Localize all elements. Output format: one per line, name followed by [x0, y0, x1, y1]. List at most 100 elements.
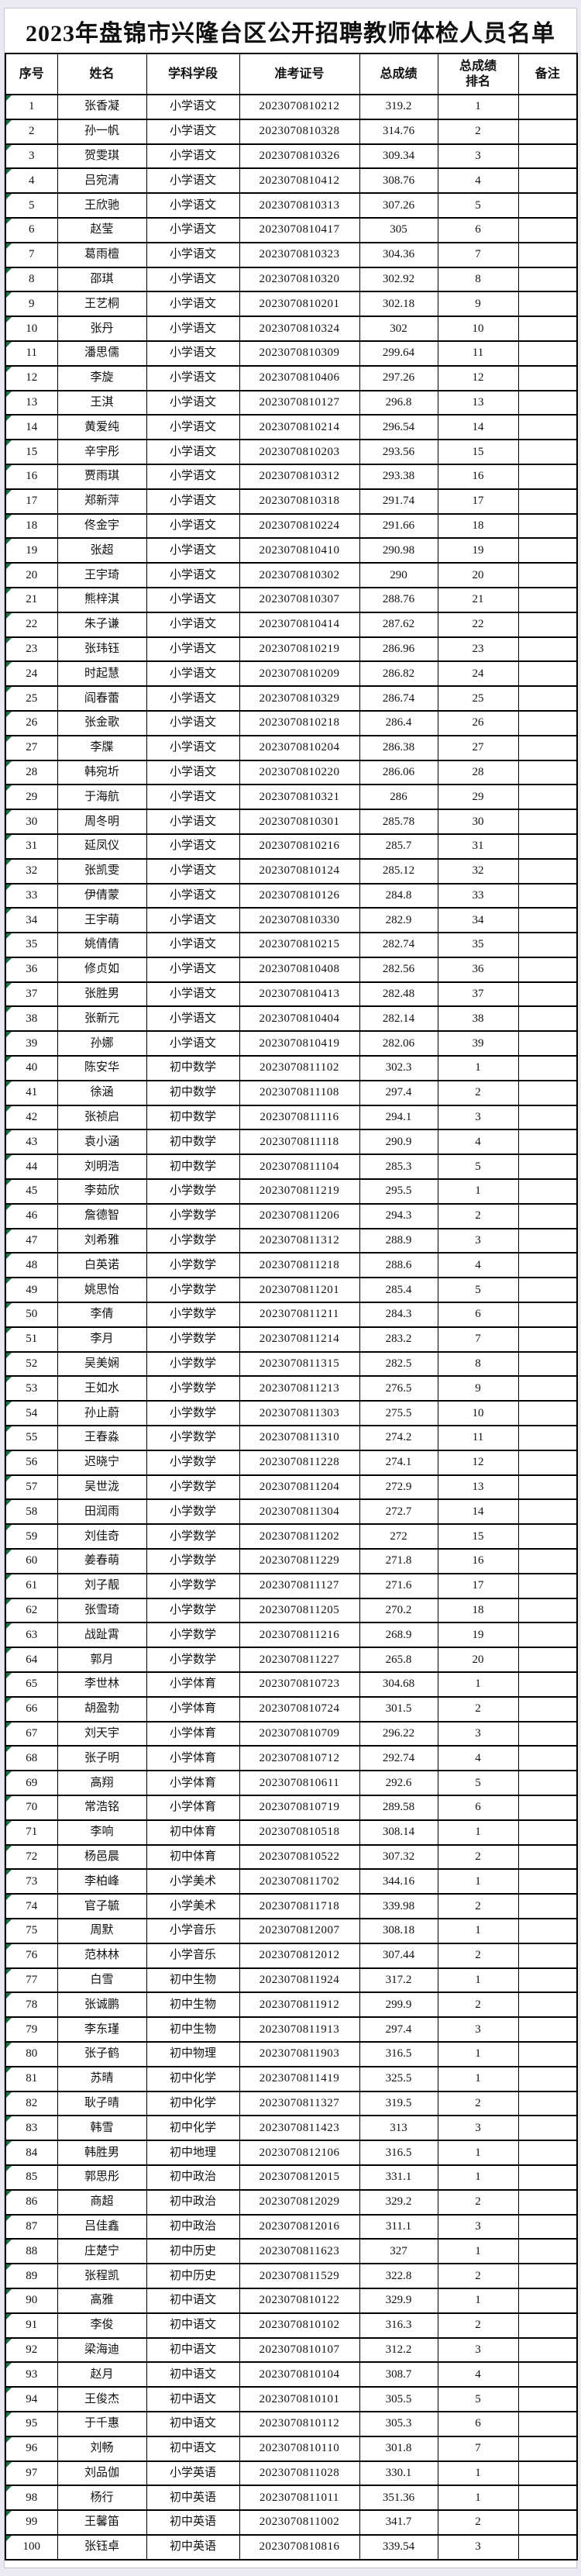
score-cell[interactable]: 330.1	[359, 2460, 438, 2487]
score-cell[interactable]: 285.4	[359, 1277, 438, 1304]
exam-number-cell[interactable]: 2023070810309	[239, 340, 360, 367]
score-cell[interactable]: 285.12	[359, 857, 438, 885]
remark-cell[interactable]	[517, 1991, 578, 2019]
rank-cell[interactable]: 3	[437, 2533, 519, 2560]
exam-number-cell[interactable]: 2023070810126	[239, 882, 360, 909]
subject-cell[interactable]: 小学数学	[146, 1548, 240, 1574]
subject-cell[interactable]: 初中地理	[146, 2140, 240, 2166]
remark-cell[interactable]	[517, 1720, 578, 1747]
index-cell[interactable]: 83	[5, 2115, 58, 2142]
subject-cell[interactable]: 小学语文	[146, 118, 240, 145]
remark-cell[interactable]	[517, 1572, 578, 1599]
remark-cell[interactable]	[517, 2361, 578, 2388]
index-cell[interactable]: 29	[5, 784, 58, 811]
remark-cell[interactable]	[517, 2312, 578, 2339]
score-cell[interactable]: 339.98	[359, 1893, 438, 1919]
exam-number-cell[interactable]: 2023070810724	[239, 1695, 360, 1723]
subject-cell[interactable]: 小学音乐	[146, 1942, 240, 1969]
subject-cell[interactable]: 初中化学	[146, 2065, 240, 2092]
index-cell[interactable]: 44	[5, 1154, 58, 1181]
index-cell[interactable]: 12	[5, 364, 58, 391]
index-cell[interactable]: 89	[5, 2263, 58, 2289]
remark-cell[interactable]	[517, 1202, 578, 1229]
index-cell[interactable]: 41	[5, 1079, 58, 1106]
exam-number-cell[interactable]: 2023070811912	[239, 1991, 360, 2019]
index-cell[interactable]: 42	[5, 1104, 58, 1131]
subject-cell[interactable]: 初中语文	[146, 2435, 240, 2462]
score-cell[interactable]: 307.32	[359, 1843, 438, 1871]
subject-cell[interactable]: 初中生物	[146, 1991, 240, 2019]
exam-number-cell[interactable]: 2023070811903	[239, 2040, 360, 2067]
rank-cell[interactable]: 2	[437, 1893, 519, 1919]
exam-number-cell[interactable]: 2023070811011	[239, 2485, 360, 2512]
subject-cell[interactable]: 小学美术	[146, 1893, 240, 1919]
rank-cell[interactable]: 19	[437, 537, 519, 564]
remark-cell[interactable]	[517, 1350, 578, 1378]
subject-cell[interactable]: 小学语文	[146, 340, 240, 367]
subject-cell[interactable]: 小学语文	[146, 981, 240, 1008]
exam-number-cell[interactable]: 2023070810410	[239, 537, 360, 564]
subject-cell[interactable]: 小学语文	[146, 759, 240, 786]
subject-cell[interactable]: 初中政治	[146, 2213, 240, 2240]
remark-cell[interactable]	[517, 981, 578, 1008]
subject-cell[interactable]: 小学数学	[146, 1202, 240, 1229]
rank-cell[interactable]: 27	[437, 734, 519, 761]
exam-number-cell[interactable]: 2023070810220	[239, 759, 360, 786]
subject-cell[interactable]: 小学语文	[146, 833, 240, 860]
remark-cell[interactable]	[517, 241, 578, 268]
rank-cell[interactable]: 3	[437, 2336, 519, 2364]
score-cell[interactable]: 301.8	[359, 2435, 438, 2462]
index-cell[interactable]: 57	[5, 1474, 58, 1501]
exam-number-cell[interactable]: 2023070810104	[239, 2361, 360, 2388]
name-cell[interactable]: 于千惠	[57, 2410, 147, 2437]
score-cell[interactable]: 339.54	[359, 2533, 438, 2560]
name-cell[interactable]: 时起慧	[57, 660, 147, 688]
index-cell[interactable]: 98	[5, 2485, 58, 2512]
name-cell[interactable]: 延凤仪	[57, 833, 147, 860]
exam-number-cell[interactable]: 2023070810330	[239, 907, 360, 934]
subject-cell[interactable]: 小学语文	[146, 364, 240, 391]
rank-cell[interactable]: 26	[437, 709, 519, 736]
rank-cell[interactable]: 4	[437, 1745, 519, 1772]
subject-cell[interactable]: 小学语文	[146, 94, 240, 120]
subject-cell[interactable]: 初中语文	[146, 2336, 240, 2364]
remark-cell[interactable]	[517, 2287, 578, 2314]
remark-cell[interactable]	[517, 1967, 578, 1994]
remark-cell[interactable]	[517, 1770, 578, 1796]
subject-cell[interactable]: 初中数学	[146, 1104, 240, 1131]
remark-cell[interactable]	[517, 167, 578, 195]
subject-cell[interactable]: 初中语文	[146, 2361, 240, 2388]
remark-cell[interactable]	[517, 2040, 578, 2067]
name-cell[interactable]: 吴世泷	[57, 1474, 147, 1501]
subject-cell[interactable]: 小学数学	[146, 1449, 240, 1476]
subject-cell[interactable]: 小学语文	[146, 882, 240, 909]
index-cell[interactable]: 51	[5, 1326, 58, 1353]
rank-cell[interactable]: 10	[437, 316, 519, 342]
index-cell[interactable]: 48	[5, 1252, 58, 1279]
name-cell[interactable]: 刘子靓	[57, 1572, 147, 1599]
rank-cell[interactable]: 6	[437, 216, 519, 243]
remark-cell[interactable]	[517, 2460, 578, 2487]
score-cell[interactable]: 316.5	[359, 2140, 438, 2166]
exam-number-cell[interactable]: 2023070810112	[239, 2410, 360, 2437]
exam-number-cell[interactable]: 2023070810712	[239, 1745, 360, 1772]
rank-cell[interactable]: 1	[437, 2140, 519, 2166]
rank-cell[interactable]: 31	[437, 833, 519, 860]
score-cell[interactable]: 282.06	[359, 1030, 438, 1057]
rank-cell[interactable]: 20	[437, 562, 519, 588]
remark-cell[interactable]	[517, 2164, 578, 2191]
rank-cell[interactable]: 33	[437, 882, 519, 909]
exam-number-cell[interactable]: 2023070810127	[239, 389, 360, 416]
subject-cell[interactable]: 小学数学	[146, 1302, 240, 1328]
rank-cell[interactable]: 18	[437, 1597, 519, 1624]
subject-cell[interactable]: 小学语文	[146, 216, 240, 243]
exam-number-cell[interactable]: 2023070811211	[239, 1302, 360, 1328]
remark-cell[interactable]	[517, 759, 578, 786]
remark-cell[interactable]	[517, 1498, 578, 1526]
remark-cell[interactable]	[517, 1277, 578, 1304]
name-cell[interactable]: 张丹	[57, 316, 147, 342]
rank-cell[interactable]: 1	[437, 1967, 519, 1994]
index-cell[interactable]: 39	[5, 1030, 58, 1057]
exam-number-cell[interactable]: 2023070810321	[239, 784, 360, 811]
rank-cell[interactable]: 6	[437, 2410, 519, 2437]
